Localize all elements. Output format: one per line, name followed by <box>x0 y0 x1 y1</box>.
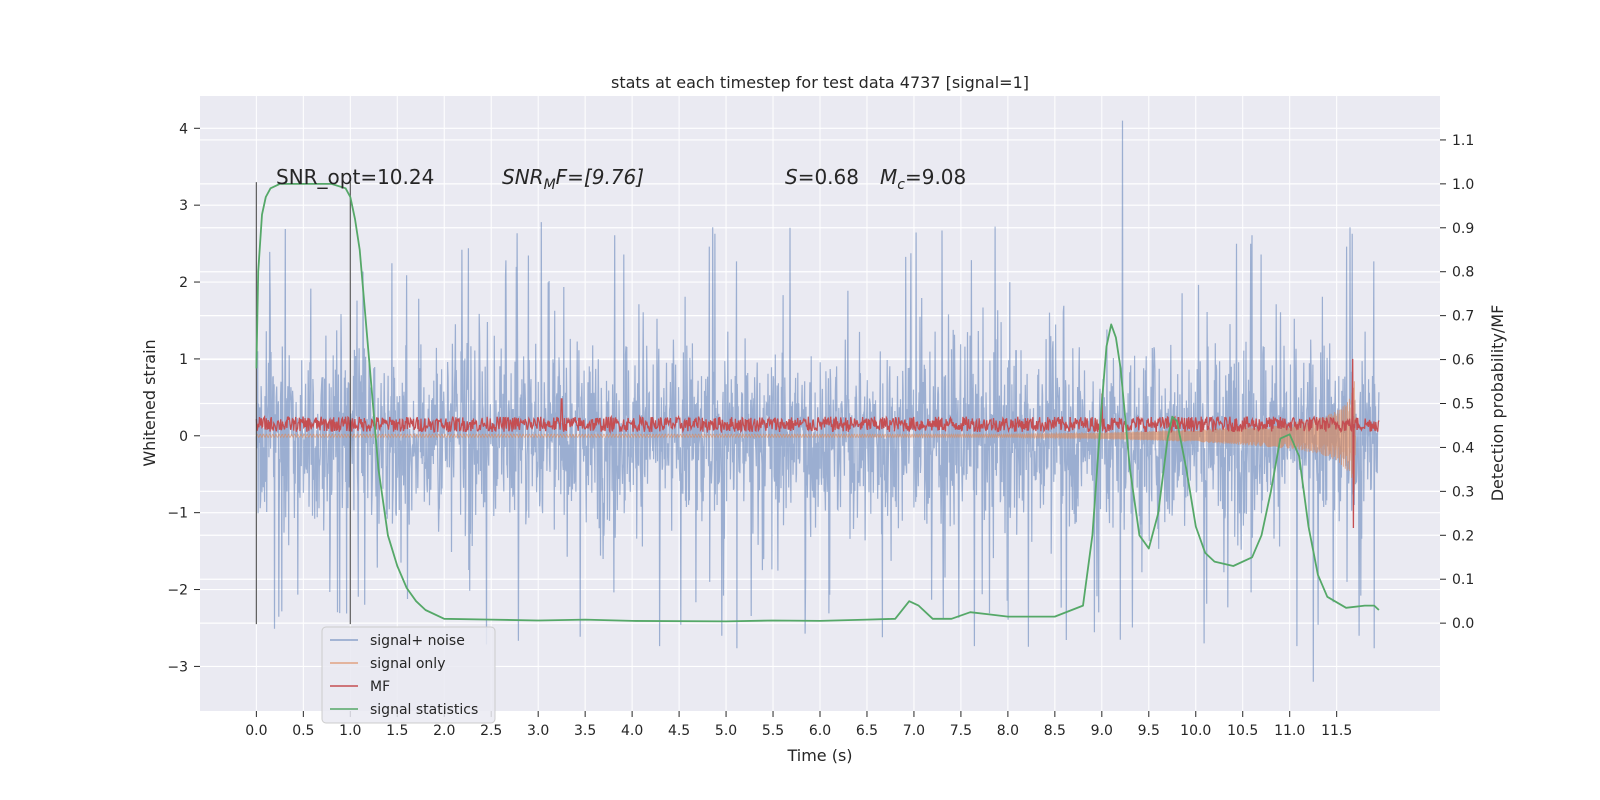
x-tick-label: 7.5 <box>950 723 972 739</box>
annotation-mc-main: M <box>880 165 897 189</box>
y-tick-label: 2 <box>179 275 188 291</box>
y2-tick-label: 0.7 <box>1452 309 1474 325</box>
annotation-snr-mf-main: SNR <box>502 165 544 189</box>
annotation-s: S=0.68 <box>785 165 859 189</box>
y2-tick-label: 0.4 <box>1452 440 1474 456</box>
annotation-mc: Mc=9.08 <box>880 165 966 193</box>
x-tick-label: 11.5 <box>1321 723 1352 739</box>
y-tick-label: 3 <box>179 198 188 214</box>
x-tick-label: 4.0 <box>621 723 643 739</box>
series-mf <box>255 358 1380 529</box>
x-tick-label: 6.0 <box>809 723 831 739</box>
annotation-mc-sub: c <box>897 177 905 193</box>
y-axis-ticks: −3 −2 −1 0 1 2 3 4 <box>167 121 200 675</box>
mf-line <box>255 358 1380 529</box>
series-signal-only <box>255 381 1356 491</box>
chart-title: stats at each timestep for test data 473… <box>611 73 1029 92</box>
y-tick-label: 0 <box>179 429 188 445</box>
annotation-mc-rest: =9.08 <box>905 165 966 189</box>
x-tick-label: 0.0 <box>245 723 267 739</box>
annotation-s-main: S <box>785 165 798 189</box>
signal-only-line <box>255 381 1356 491</box>
x-tick-label: 5.0 <box>715 723 737 739</box>
x-tick-label: 3.5 <box>574 723 596 739</box>
x-tick-label: 2.0 <box>433 723 455 739</box>
y-tick-label: −1 <box>167 506 188 522</box>
y2-axis-label: Detection probability/MF <box>1488 305 1507 502</box>
y2-tick-label: 0.2 <box>1452 528 1474 544</box>
x-tick-label: 9.0 <box>1091 723 1113 739</box>
annotation-snr-mf: SNRMF=[9.76] <box>502 165 644 193</box>
y2-tick-label: 0.8 <box>1452 265 1474 281</box>
legend-label-signal-only: signal only <box>370 656 445 672</box>
x-tick-label: 3.0 <box>527 723 549 739</box>
y2-tick-label: 0.3 <box>1452 484 1474 500</box>
x-tick-label: 1.0 <box>339 723 361 739</box>
legend-label-signal-noise: signal+ noise <box>370 633 465 649</box>
x-tick-label: 6.5 <box>856 723 878 739</box>
x-tick-label: 4.5 <box>668 723 690 739</box>
legend: signal+ noise signal only MF signal stat… <box>321 626 496 724</box>
x-tick-label: 10.0 <box>1180 723 1211 739</box>
legend-label-signal-statistics: signal statistics <box>370 702 478 718</box>
x-tick-label: 5.5 <box>762 723 784 739</box>
legend-box <box>321 626 496 724</box>
y2-tick-label: 0.6 <box>1452 353 1474 369</box>
annotation-snr-mf-sub: M <box>544 177 556 193</box>
x-tick-label: 2.5 <box>480 723 502 739</box>
vertical-markers <box>255 182 351 625</box>
y-tick-label: 4 <box>179 121 188 137</box>
annotation-s-rest: =0.68 <box>798 165 859 189</box>
y-tick-label: −3 <box>167 659 188 675</box>
x-tick-label: 8.5 <box>1044 723 1066 739</box>
x-tick-label: 1.5 <box>386 723 408 739</box>
series-signal-statistics <box>255 183 1380 623</box>
y2-tick-label: 0.0 <box>1452 616 1474 632</box>
x-tick-label: 9.5 <box>1138 723 1160 739</box>
x-tick-label: 10.5 <box>1227 723 1258 739</box>
x-axis-ticks: 0.0 0.5 1.0 1.5 2.0 2.5 3.0 3.5 4.0 4.5 5.0 5.5 6.0 6… <box>245 711 1352 739</box>
x-tick-label: 7.0 <box>903 723 925 739</box>
y2-tick-label: 1.0 <box>1452 177 1474 193</box>
y-tick-label: 1 <box>179 352 188 368</box>
y-axis-label: Whitened strain <box>140 339 159 466</box>
y2-tick-label: 0.1 <box>1452 572 1474 588</box>
signal-statistics-line <box>255 183 1380 623</box>
x-tick-label: 0.5 <box>292 723 314 739</box>
y2-tick-label: 0.5 <box>1452 397 1474 413</box>
legend-label-mf: MF <box>370 679 390 695</box>
y-tick-label: −2 <box>167 583 188 599</box>
annotation-snr-mf-rest: F=[9.76] <box>556 165 644 189</box>
y2-tick-label: 1.1 <box>1452 133 1474 149</box>
x-tick-label: 8.0 <box>997 723 1019 739</box>
x-axis-label: Time (s) <box>786 746 852 765</box>
y2-tick-label: 0.9 <box>1452 221 1474 237</box>
annotation-snr-opt: SNR_opt=10.24 <box>276 165 434 189</box>
x-tick-label: 11.0 <box>1274 723 1305 739</box>
y2-axis-ticks: 0.0 0.1 0.2 0.3 0.4 0.5 0.6 0.7 0.8 0.9 1.0 1.1 <box>1440 133 1474 632</box>
